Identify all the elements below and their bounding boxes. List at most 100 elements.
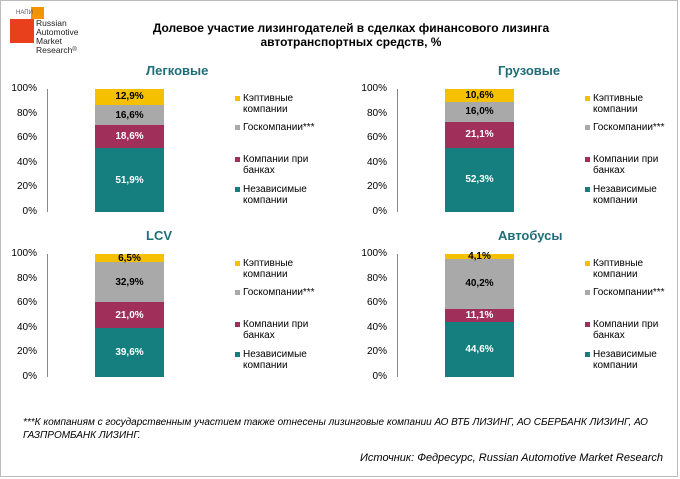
y-tick-label: 100% — [361, 248, 387, 259]
legend-label: компании — [243, 104, 288, 115]
segment-state: 32,9% — [95, 262, 164, 303]
y-tick-label: 40% — [16, 156, 37, 168]
y-axis-line — [397, 254, 398, 377]
panel-title: Грузовые — [498, 63, 561, 78]
y-tick-label: 80% — [366, 272, 387, 284]
data-label: 39,6% — [115, 347, 144, 359]
legend-label: Госкомпании*** — [593, 287, 665, 298]
legend-label: Кэптивные — [593, 258, 644, 269]
legend-swatch — [235, 125, 240, 130]
chart-title-line-2: автотранспортных средств, % — [260, 35, 442, 49]
segment-state: 16,0% — [445, 102, 514, 122]
data-label: 40,2% — [465, 278, 494, 290]
y-tick-label: 100% — [11, 83, 37, 94]
data-label: 12,9% — [115, 91, 144, 103]
legend-label: компании — [593, 269, 638, 280]
legend-label: Независимые — [593, 349, 657, 360]
segment-bank: 11,1% — [445, 308, 514, 323]
legend-label: компании — [243, 195, 288, 206]
footnote: ***К компаниям с государственным участие… — [23, 417, 648, 441]
legend-swatch — [235, 96, 240, 101]
data-label: 52,3% — [465, 174, 494, 186]
data-label: 21,1% — [465, 129, 494, 141]
legend-label: компании — [593, 360, 638, 371]
legend-label: банках — [593, 330, 625, 341]
legend-label: Компании при — [593, 154, 659, 165]
legend-swatch — [235, 187, 240, 192]
legend-label: Госкомпании*** — [243, 287, 315, 298]
y-axis-line — [47, 254, 48, 377]
legend-swatch — [235, 322, 240, 327]
segment-bank: 21,0% — [95, 302, 164, 329]
legend-label: компании — [243, 269, 288, 280]
segment-independent: 39,6% — [95, 328, 164, 377]
legend-swatch — [235, 290, 240, 295]
y-tick-label: 60% — [16, 132, 37, 144]
legend-swatch — [585, 187, 590, 192]
segment-state: 40,2% — [445, 259, 514, 309]
panel-buses: Автобусы 0% 20% 40% 60% 80% 100% 44,6% 11,1% 40,2… — [351, 226, 680, 386]
data-label: 4,1% — [468, 251, 491, 263]
logo-badge: НАПИ — [16, 10, 33, 16]
panel-title: LCV — [146, 228, 172, 243]
stacked-bar: 51,9% 18,6% 16,6% 12,9% — [95, 89, 164, 212]
segment-independent: 52,3% — [445, 147, 514, 212]
y-tick-label: 80% — [366, 107, 387, 119]
y-tick-label: 40% — [16, 321, 37, 333]
legend-swatch — [585, 352, 590, 357]
legend-label: компании — [243, 360, 288, 371]
legend-label: банках — [243, 330, 275, 341]
panel-title: Автобусы — [498, 228, 563, 243]
legend-swatch — [585, 125, 590, 130]
data-label: 10,6% — [465, 90, 494, 102]
legend-swatch — [585, 290, 590, 295]
y-tick-label: 100% — [361, 83, 387, 94]
y-tick-label: 40% — [366, 156, 387, 168]
data-label: 6,5% — [118, 252, 141, 264]
logo-line-4-text: Research — [36, 45, 73, 55]
y-tick-label: 60% — [16, 297, 37, 309]
legend-swatch — [585, 96, 590, 101]
legend-swatch — [235, 261, 240, 266]
segment-independent: 44,6% — [445, 322, 514, 377]
y-tick-label: 0% — [22, 206, 37, 217]
y-tick-label: 80% — [16, 107, 37, 119]
source-note: Источник: Федресурс, Russian Automotive … — [360, 452, 663, 464]
data-label: 44,6% — [465, 344, 494, 356]
y-tick-label: 20% — [16, 346, 37, 358]
legend-label: Госкомпании*** — [593, 122, 665, 133]
panel-trucks: Грузовые 0% 20% 40% 60% 80% 100% 52,3% 21,1% 16,0… — [351, 61, 680, 221]
stacked-bar: 39,6% 21,0% 32,9% 6,5% — [95, 252, 164, 377]
segment-bank: 21,1% — [445, 121, 514, 148]
y-tick-label: 100% — [11, 248, 37, 259]
panel-lcv: LCV 0% 20% 40% 60% 80% 100% 39,6% 21,0% 32,9% 6,5%… — [1, 226, 331, 386]
y-axis-line — [47, 89, 48, 212]
logo: НАПИ Russian Automotive Market Research® — [10, 7, 100, 67]
y-tick-label: 40% — [366, 321, 387, 333]
chart-title: Долевое участие лизингодателей в сделках… — [121, 21, 581, 49]
segment-captive: 12,9% — [95, 89, 164, 105]
chart-title-line-1: Долевое участие лизингодателей в сделках… — [152, 21, 550, 35]
legend-swatch — [585, 261, 590, 266]
legend-label: Компании при — [243, 154, 309, 165]
y-axis-line — [397, 89, 398, 212]
legend-label: компании — [593, 195, 638, 206]
segment-independent: 51,9% — [95, 148, 164, 212]
y-tick-label: 20% — [366, 346, 387, 358]
segment-captive: 6,5% — [95, 252, 164, 264]
legend-label: Кэптивные — [593, 93, 644, 104]
legend-swatch — [585, 322, 590, 327]
legend-label: Независимые — [243, 349, 307, 360]
data-label: 21,0% — [115, 309, 144, 321]
legend-label: банках — [243, 165, 275, 176]
y-tick-label: 0% — [372, 371, 387, 382]
stacked-bar: 52,3% 21,1% 16,0% 10,6% — [445, 89, 514, 212]
y-tick-label: 60% — [366, 297, 387, 309]
legend-label: Компании при — [593, 319, 659, 330]
data-label: 16,6% — [115, 109, 144, 121]
legend-swatch — [235, 157, 240, 162]
segment-captive: 10,6% — [445, 89, 514, 103]
segment-state: 16,6% — [95, 104, 164, 126]
legend-swatch — [235, 352, 240, 357]
